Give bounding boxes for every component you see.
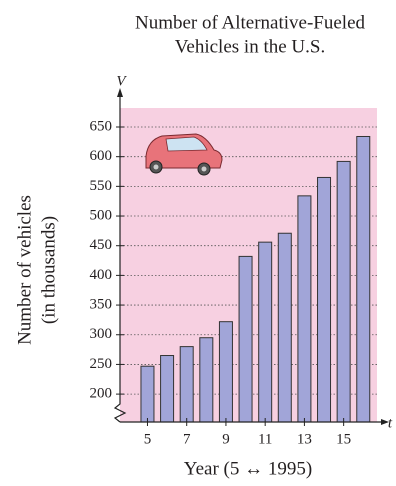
x-tick-label: 15 [336,431,351,447]
y-axis-symbol: V [116,73,127,89]
y-axis-label: (in thousands) [38,216,59,324]
x-axis-label: Year (5 ↔ 1995) [184,458,312,479]
car-illustration [145,133,223,176]
bar [277,232,292,423]
bar [258,241,273,423]
bar [218,321,233,423]
y-tick-label: 300 [90,326,113,342]
y-tick-label: 650 [90,118,113,134]
bar [317,176,332,423]
bar [238,255,253,423]
bar [297,195,312,423]
x-tick-label: 9 [222,431,230,447]
bar [160,355,175,423]
y-tick-label: 400 [90,267,113,283]
y-axis [113,94,127,423]
y-tick-label: 200 [90,386,113,402]
x-axis-arrow [381,419,389,425]
chart-title: Number of Alternative-Fueled [135,12,366,33]
y-tick-label: 250 [90,356,113,372]
x-tick-label: 13 [297,431,312,447]
y-axis-arrow [117,88,123,97]
x-tick-label: 11 [258,431,272,447]
bar [179,346,194,423]
y-tick-label: 600 [90,148,113,164]
plot: 200 250 300 350 400 450 500 550 600 650 5 7 9 11 13 15 [90,88,389,447]
y-tick-label: 550 [90,178,113,194]
y-tick-label: 450 [90,237,113,253]
y-axis-label: Number of vehicles [14,195,35,345]
bar [199,337,214,423]
x-axis-symbol: t [388,415,393,431]
bar [140,365,155,423]
bar [336,160,351,423]
y-tick-label: 350 [90,297,113,313]
chart-title: Vehicles in the U.S. [175,36,325,57]
x-tick-label: 5 [144,431,152,447]
bar [356,135,371,423]
y-tick-label: 500 [90,207,113,223]
x-tick-label: 7 [183,431,191,447]
